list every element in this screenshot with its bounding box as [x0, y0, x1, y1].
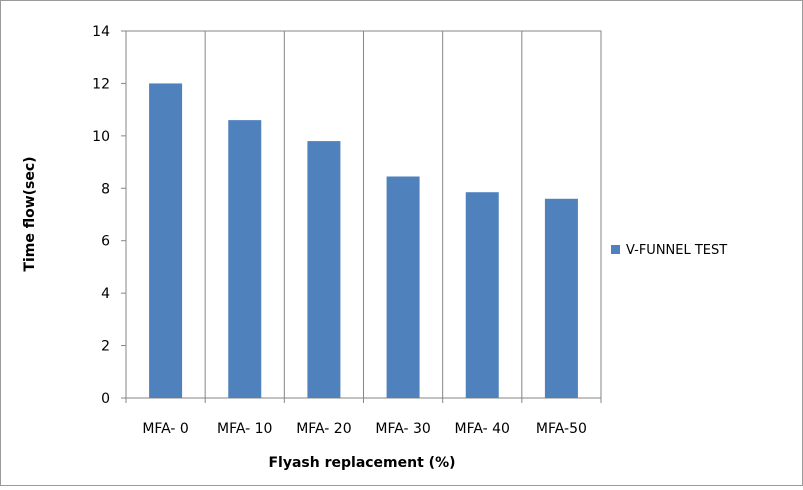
y-tick-label: 10	[92, 129, 110, 145]
x-tick-label: MFA- 40	[455, 421, 510, 437]
plot-area	[125, 30, 602, 399]
x-tick-label: MFA- 30	[375, 421, 430, 437]
y-tick-label: 2	[101, 339, 110, 355]
x-axis: MFA- 0 MFA- 10 MFA- 20 MFA- 30 MFA- 40 MFA-50	[125, 397, 602, 437]
x-tick-label: MFA-50	[536, 421, 587, 437]
y-tick-label: 12	[92, 76, 110, 92]
y-axis: 0 2 4 6 8 10 12 14	[92, 24, 127, 407]
bar	[465, 192, 499, 398]
y-tick-label: 4	[101, 286, 110, 302]
bar	[228, 120, 262, 398]
x-tick-label: MFA- 10	[217, 421, 272, 437]
bar	[149, 83, 183, 398]
y-tick-label: 6	[101, 234, 110, 250]
y-tick-label: 0	[101, 391, 110, 407]
bar	[307, 141, 341, 398]
bar	[544, 198, 578, 398]
x-tick-label: MFA- 20	[296, 421, 351, 437]
legend: V-FUNNEL TEST	[611, 243, 727, 258]
bar	[386, 176, 420, 398]
bars	[149, 83, 578, 398]
y-tick-label: 8	[101, 181, 110, 197]
y-tick-label: 14	[92, 24, 110, 40]
y-axis-label: Time flow(sec)	[22, 156, 38, 271]
x-axis-label: Flyash replacement (%)	[268, 455, 455, 471]
legend-swatch	[611, 245, 620, 254]
legend-label: V-FUNNEL TEST	[626, 243, 727, 258]
x-tick-label: MFA- 0	[142, 421, 189, 437]
